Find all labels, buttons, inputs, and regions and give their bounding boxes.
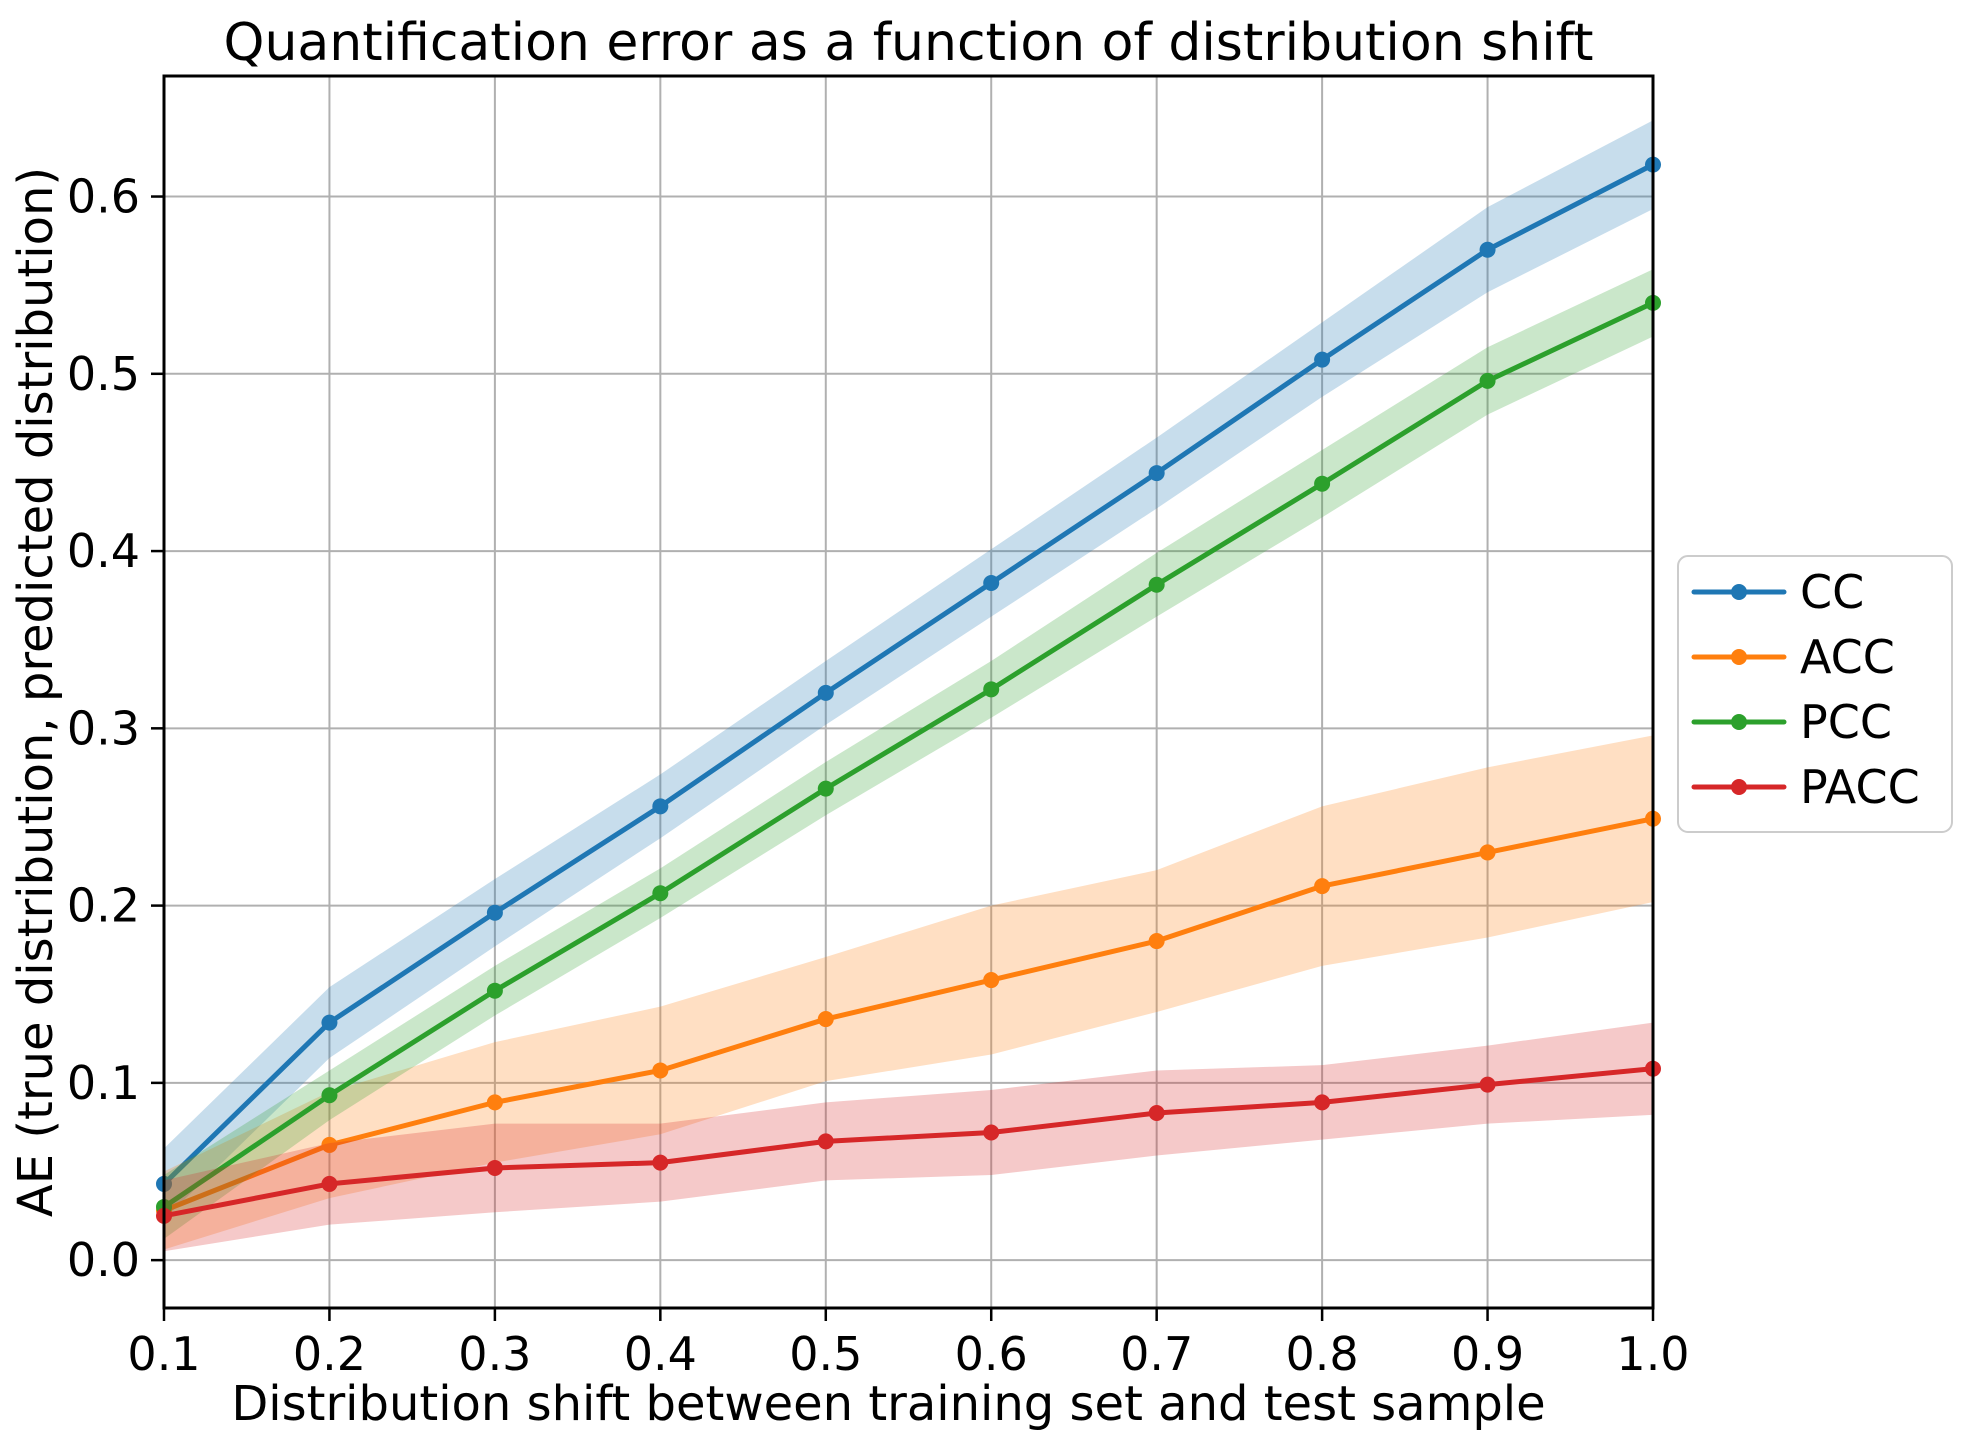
svg-text:0.4: 0.4 [624,1327,697,1381]
legend-box [1677,555,1953,833]
series-band-CC [164,120,1653,1220]
series-markers-PACC [156,1060,1661,1224]
legend-label: CC [1800,565,1864,619]
svg-text:0.0: 0.0 [67,1233,140,1287]
x-tick-marks [162,1308,1655,1321]
plot-border [162,74,1655,1310]
svg-text:0.4: 0.4 [67,524,140,578]
svg-text:0.5: 0.5 [789,1327,862,1381]
x-tick-labels: 0.1 0.2 0.3 0.4 0.5 0.6 0.7 0.8 0.9 1.0 [127,1327,1689,1381]
svg-text:0.3: 0.3 [458,1327,531,1381]
legend-marker [1731,649,1747,665]
svg-text:1.0: 1.0 [1616,1327,1689,1381]
legend-marker [1731,714,1747,730]
svg-text:0.9: 0.9 [1451,1327,1524,1381]
legend-item-CC: CC [1691,565,1864,619]
chart-title: Quantification error as a function of di… [224,13,1594,73]
legend: CC ACC PCC PACC [1677,555,1953,833]
legend-label: PCC [1800,695,1892,749]
svg-text:0.1: 0.1 [127,1327,200,1381]
legend-marker [1731,584,1747,600]
svg-text:0.7: 0.7 [1120,1327,1193,1381]
svg-text:0.8: 0.8 [1286,1327,1359,1381]
y-tick-marks [151,195,164,1262]
svg-text:0.1: 0.1 [67,1056,140,1110]
legend-label: PACC [1800,760,1920,814]
legend-item-PACC: PACC [1691,760,1920,814]
svg-text:0.6: 0.6 [955,1327,1028,1381]
legend-item-ACC: ACC [1691,630,1895,684]
legend-item-PCC: PCC [1691,695,1892,749]
x-axis-label: Distribution shift between training set … [231,1376,1545,1432]
series-line-CC [161,162,1656,1187]
svg-text:0.2: 0.2 [293,1327,366,1381]
legend-marker [1731,779,1747,795]
y-tick-labels: 0.0 0.1 0.2 0.3 0.4 0.5 0.6 [67,170,140,1288]
series-line-ACC [161,816,1656,1214]
series-line-PCC [161,300,1656,1210]
series-band-ACC [164,735,1653,1250]
svg-text:0.3: 0.3 [67,701,140,755]
y-axis-label: AE (true distribution, predicted distrib… [8,167,64,1217]
svg-text:0.2: 0.2 [67,879,140,933]
svg-text:0.6: 0.6 [67,170,140,224]
series-line-PACC [161,1066,1656,1219]
legend-label: ACC [1800,630,1895,684]
svg-text:0.5: 0.5 [67,347,140,401]
